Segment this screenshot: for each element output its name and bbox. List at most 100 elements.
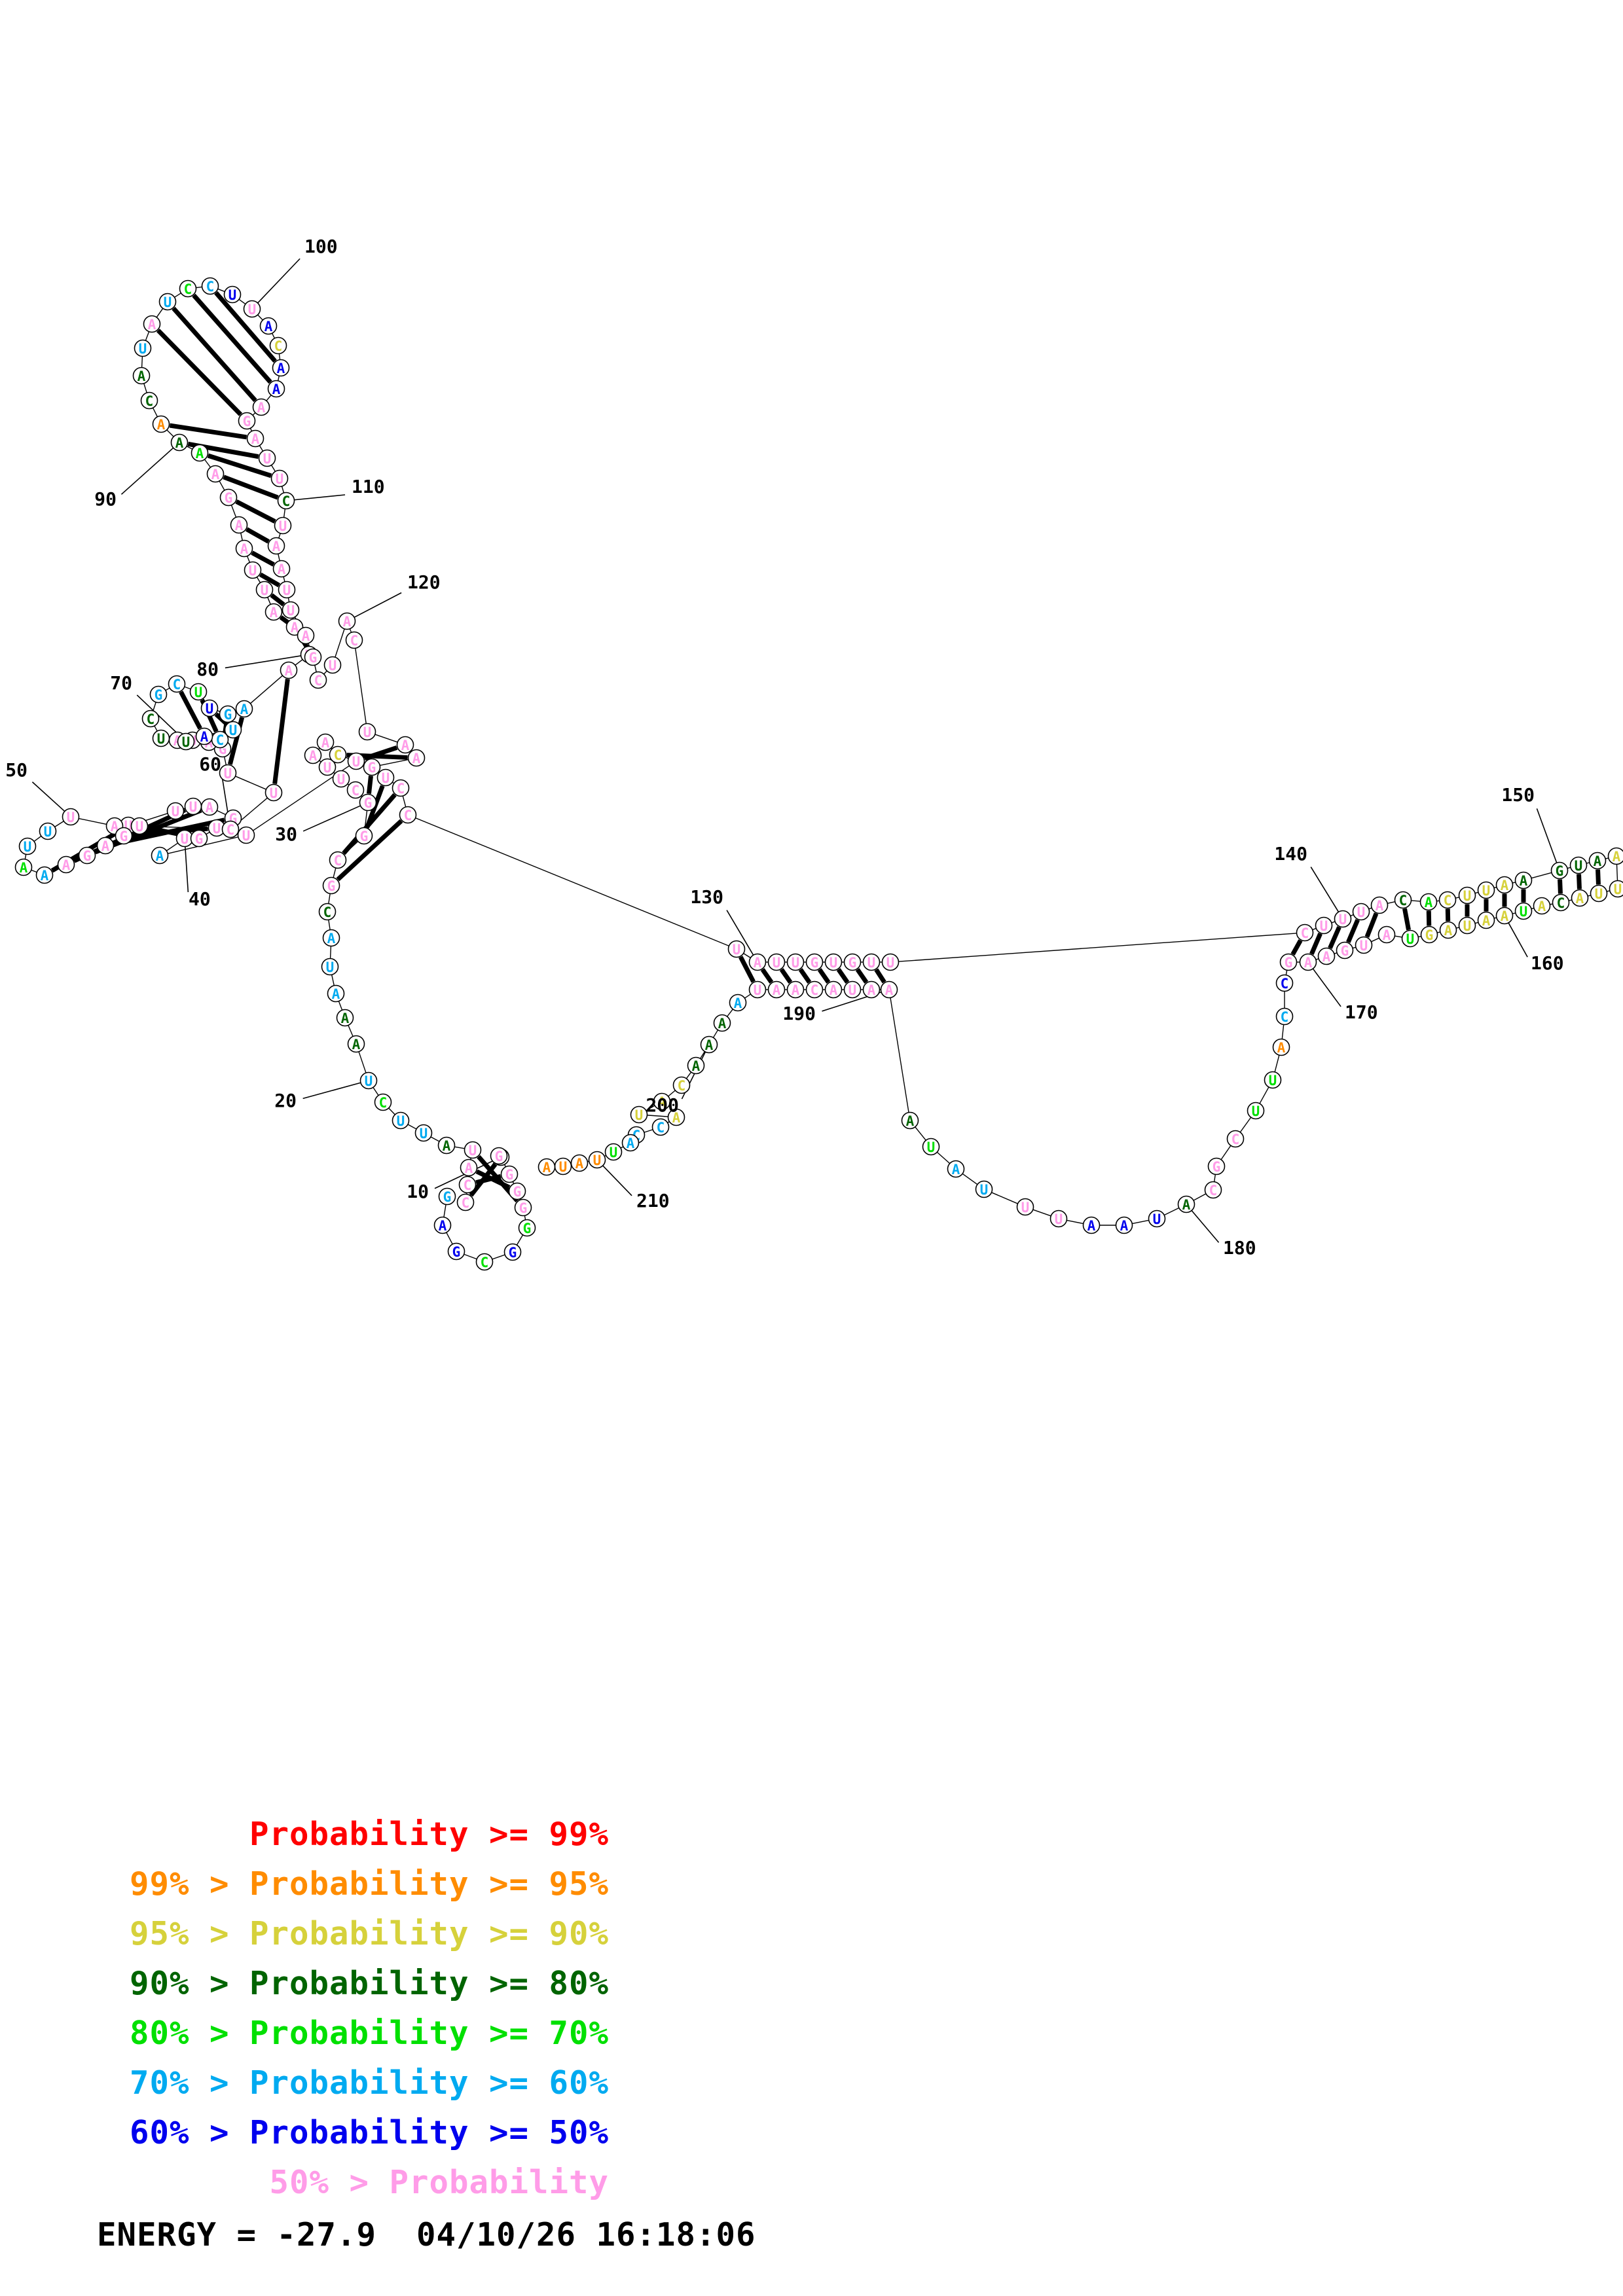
nucleotide-circle: [1177, 1195, 1195, 1213]
nucleotide-letter: U: [610, 1145, 618, 1160]
backbone-segment: [364, 810, 368, 828]
nucleotide-letter: A: [1322, 949, 1331, 965]
nucleotide-letter: U: [67, 810, 75, 825]
nucleotide-letter: U: [182, 734, 191, 750]
number-leader-line: [302, 1082, 361, 1100]
base-pair-bond: [779, 968, 793, 984]
nucleotide-circle: [1439, 921, 1457, 939]
nucleotide-letter: C: [184, 281, 192, 297]
backbone-segment: [374, 734, 398, 743]
backbone-segment: [1220, 1145, 1231, 1160]
nucleotide-letter: C: [334, 747, 342, 763]
nucleotide-letter: A: [705, 1037, 714, 1053]
nucleotide-letter: C: [352, 783, 360, 798]
nucleotide-circle: [1226, 1130, 1245, 1148]
nucleotide-circle: [18, 837, 37, 855]
nucleotide-letter: A: [341, 1011, 350, 1026]
nucleotide-letter: A: [302, 628, 310, 644]
backbone-segment: [1067, 1219, 1084, 1225]
nucleotide-letter: A: [734, 996, 742, 1011]
nucleotide-letter: C: [1399, 893, 1408, 908]
nucleotide-circle: [221, 820, 240, 838]
nucleotide-circle: [805, 980, 824, 999]
nucleotide-circle: [179, 279, 197, 298]
nucleotide-letter: G: [364, 795, 373, 811]
nucleotide-letter: A: [240, 702, 249, 717]
nucleotide-circle: [604, 1143, 623, 1161]
backbone-segment: [430, 1136, 440, 1142]
nucleotide-letter: U: [337, 772, 346, 787]
base-pair-bond: [169, 423, 247, 440]
base-pair-bond: [207, 453, 272, 478]
base-pair-bond: [1558, 879, 1563, 894]
nucleotide-circle: [1533, 897, 1551, 915]
nucleotide-circle: [318, 903, 337, 921]
backbone-segment: [246, 556, 251, 563]
nucleotide-letter: G: [848, 955, 857, 971]
nucleotide-letter: C: [206, 279, 215, 295]
nucleotide-letter: U: [927, 1139, 936, 1155]
nucleotide-letter: C: [1444, 893, 1452, 908]
nucleotide-letter: A: [575, 1156, 584, 1172]
nucleotide-letter: C: [462, 1195, 470, 1211]
backbone-segment: [335, 628, 345, 658]
nucleotide-circle: [243, 300, 261, 318]
nucleotide-letter: A: [692, 1058, 701, 1074]
nucleotide-letter: U: [792, 955, 800, 971]
number-leader-line: [225, 655, 301, 669]
backbone-segment: [328, 920, 331, 930]
backbone-segment: [1387, 901, 1395, 904]
nucleotide-letter: U: [164, 295, 172, 310]
nucleotide-circle: [309, 671, 327, 689]
backbone-segment: [1352, 946, 1357, 949]
position-number-label: 150: [1501, 784, 1535, 806]
nucleotide-circle: [1207, 1157, 1226, 1175]
nucleotide-circle: [1275, 1007, 1294, 1026]
nucleotide-letter: U: [469, 1143, 477, 1158]
backbone-segment: [1350, 914, 1354, 917]
nucleotide-letter: C: [314, 673, 323, 689]
backbone-segment: [402, 795, 407, 808]
legend-row-80: 90% > Probability >= 80%: [129, 1965, 609, 2002]
legend-row-95: 99% > Probability >= 95%: [129, 1865, 609, 1903]
legend-row-70: 80% > Probability >= 70%: [129, 2015, 609, 2052]
nucleotide-circle: [322, 876, 340, 895]
nucleotide-circle: [347, 1035, 365, 1053]
nucleotide-letter: C: [379, 1095, 388, 1111]
nucleotide-letter: A: [20, 860, 28, 876]
nucleotide-circle: [786, 953, 805, 971]
nucleotide-circle: [1275, 974, 1294, 992]
position-number-label: 50: [5, 759, 27, 781]
nucleotide-circle: [437, 1136, 456, 1155]
backbone-segment: [1193, 1193, 1207, 1201]
nucleotide-circle: [392, 1111, 410, 1130]
base-pair-bond: [1328, 925, 1341, 950]
nucleotide-letter: U: [206, 701, 214, 717]
nucleotide-circle: [278, 581, 296, 599]
position-number-label: 70: [110, 672, 132, 694]
nucleotide-letter: U: [276, 471, 284, 487]
backbone-segment: [249, 675, 283, 704]
nucleotide-letter: U: [1339, 912, 1347, 927]
nucleotide-circle: [223, 285, 242, 304]
backbone-segment: [206, 831, 210, 835]
backbone-segment: [249, 427, 253, 432]
nucleotide-letter: U: [397, 1113, 405, 1129]
backbone-segment: [141, 356, 143, 368]
nucleotide-circle: [727, 940, 746, 958]
nucleotide-circle: [190, 829, 208, 848]
backbone-segment: [331, 975, 335, 986]
legend-row-99: Probability >= 99%: [249, 1816, 609, 1853]
nucleotide-letter: A: [137, 368, 146, 384]
backbone-segment: [646, 1105, 655, 1111]
nucleotide-circle: [346, 781, 365, 799]
backbone-segment: [217, 810, 226, 816]
backbone-segment: [323, 670, 327, 675]
backbone-segment: [153, 702, 156, 711]
nucleotide-circle: [1495, 906, 1514, 925]
nucleotide-circle: [687, 1056, 705, 1075]
nucleotide-circle: [901, 1111, 919, 1130]
nucleotide-circle: [399, 806, 417, 824]
nucleotide-letter: C: [145, 393, 154, 409]
backbone-segment: [1214, 1174, 1216, 1182]
